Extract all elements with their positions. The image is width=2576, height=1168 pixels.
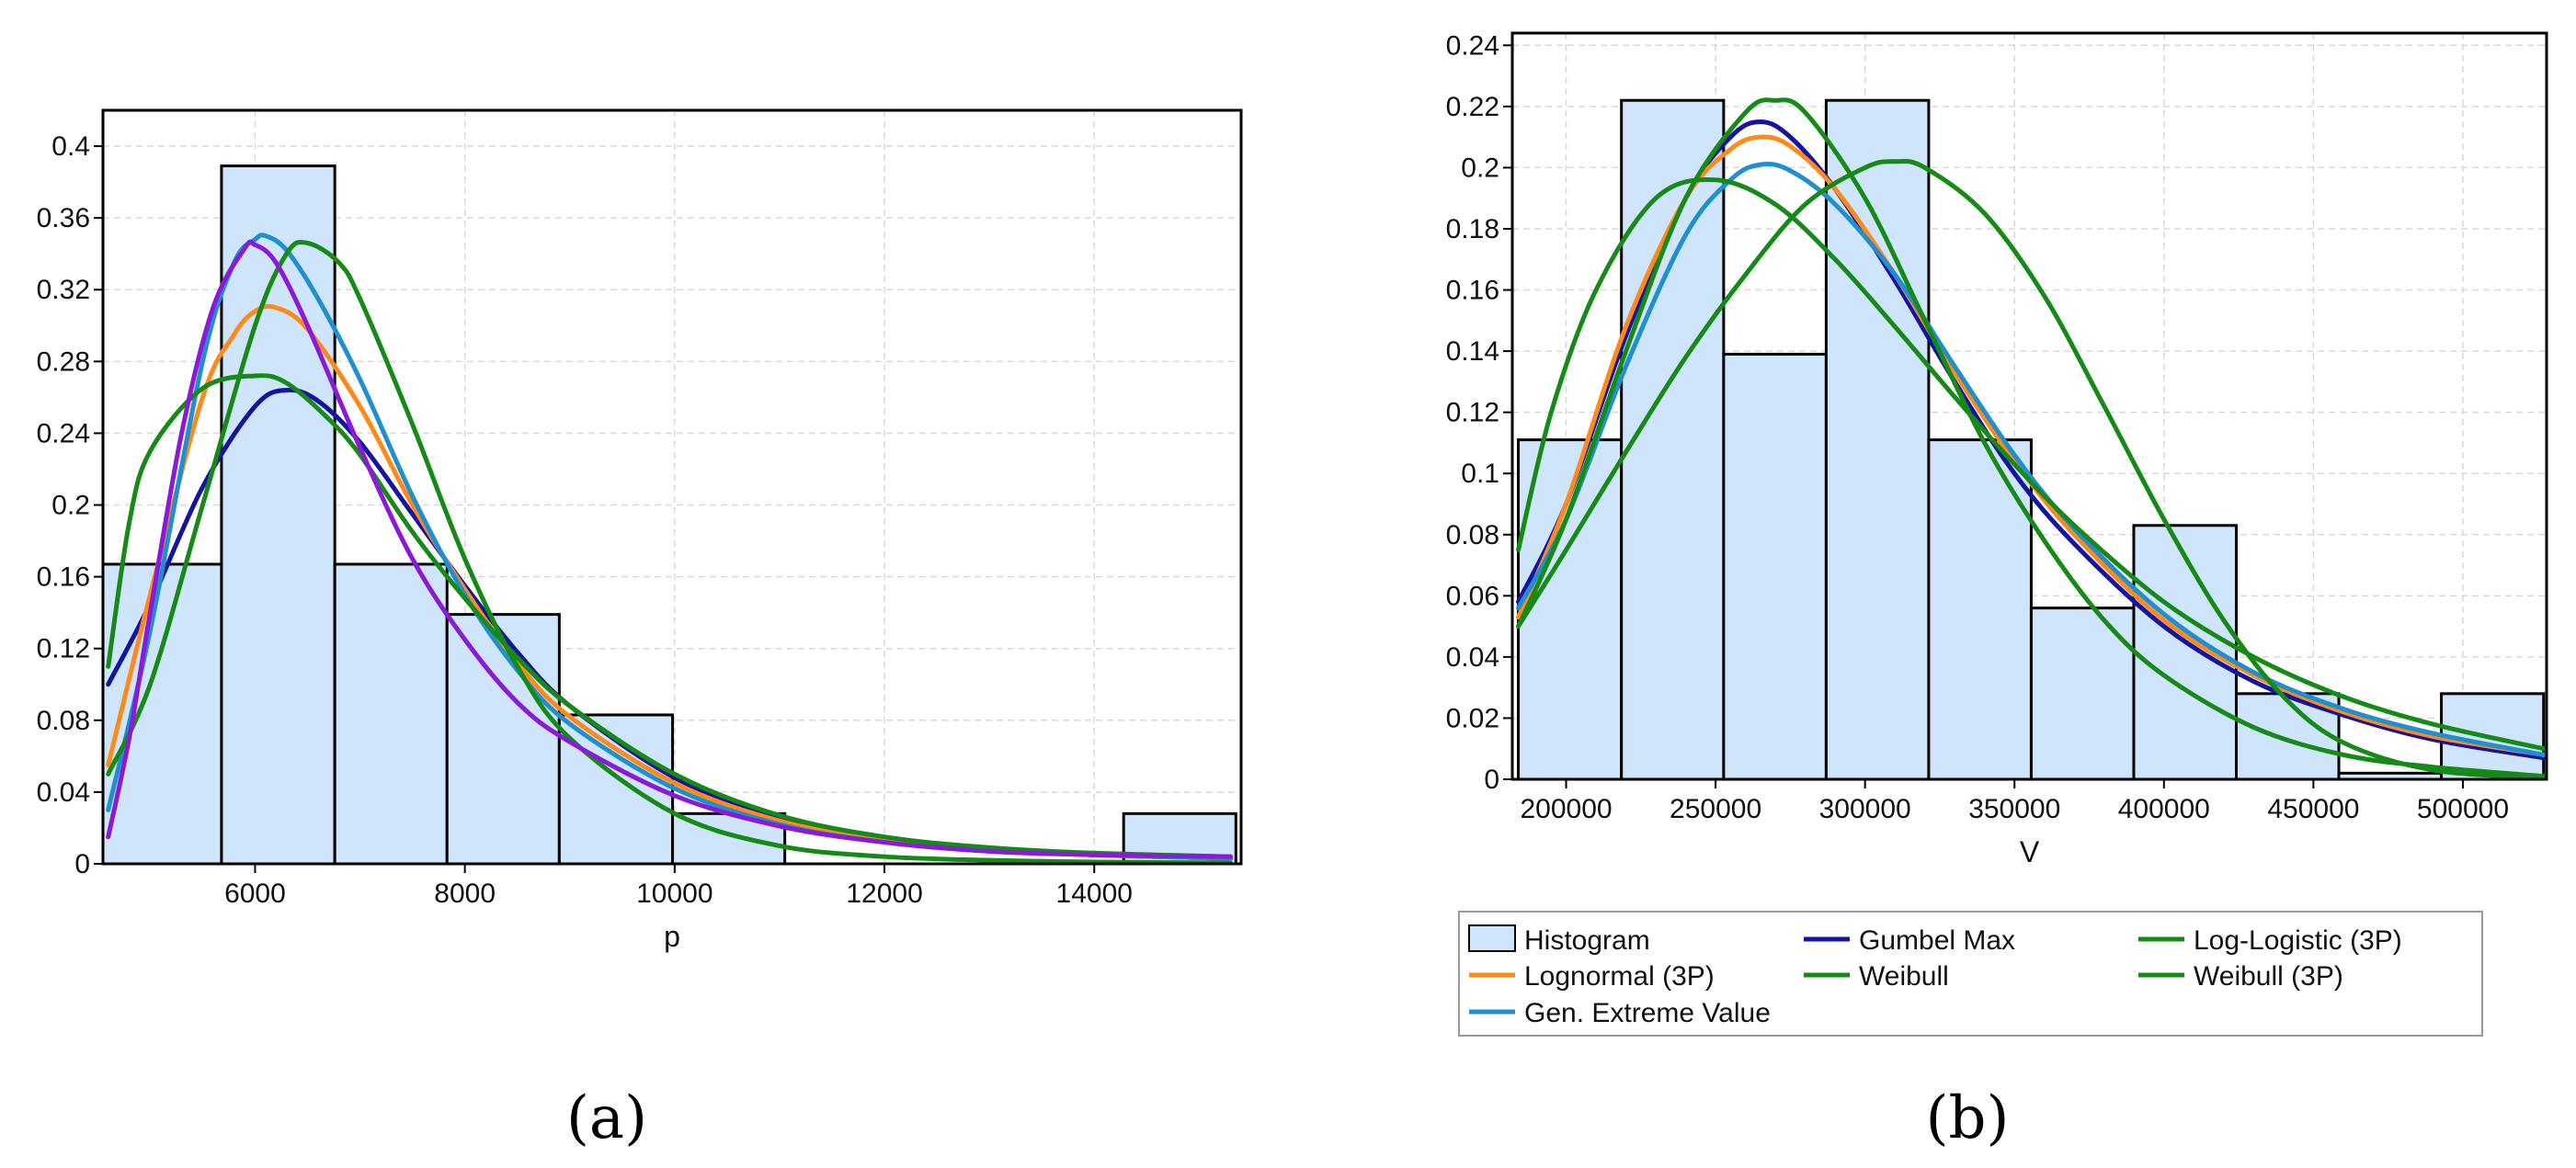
legend-label: Log-Logistic (3P) bbox=[2194, 925, 2402, 956]
x-tick-label: 14000 bbox=[1056, 879, 1133, 909]
y-tick-label: 0.14 bbox=[1446, 336, 1499, 367]
y-tick-label: 0.1 bbox=[1461, 459, 1499, 489]
panel-label-b: (b) bbox=[1926, 1084, 2010, 1152]
histogram-bar bbox=[1620, 98, 1726, 781]
x-tick-label: 400000 bbox=[2118, 794, 2210, 824]
y-tick-label: 0.16 bbox=[37, 562, 90, 593]
series-line-weibull bbox=[106, 240, 1234, 866]
histogram-bar bbox=[333, 562, 449, 866]
y-tick-label: 0.2 bbox=[1461, 153, 1499, 183]
series-line-weibull-3p bbox=[1516, 158, 2547, 780]
y-tick-label: 0.04 bbox=[37, 777, 90, 808]
x-tick-label: 6000 bbox=[224, 879, 286, 909]
legend-label: Weibull (3P) bbox=[2194, 961, 2343, 992]
legend-label: Histogram bbox=[1524, 925, 1650, 956]
y-tick-label: 0 bbox=[74, 849, 90, 879]
x-tick-label: 12000 bbox=[846, 879, 922, 909]
y-tick-label: 0.08 bbox=[37, 706, 90, 736]
y-tick-label: 0.24 bbox=[1446, 30, 1499, 61]
y-tick-label: 0.16 bbox=[1446, 276, 1499, 306]
y-tick-label: 0.06 bbox=[1446, 581, 1499, 611]
series-line-gen-extreme-value bbox=[1516, 161, 2547, 757]
chart-panel-b: 0 0.02 0.04 0.06 0.08 0.1 0.12 0.14 0.16 0.18 0.2 0… bbox=[1446, 30, 2548, 868]
plot-frame bbox=[101, 108, 1243, 866]
y-tick-label: 0.12 bbox=[1446, 398, 1499, 428]
series-line-log-logistic-3p bbox=[106, 373, 1234, 859]
chart-panel-a: 0 0.04 0.08 0.12 0.16 0.2 0.24 0.28 0.32 0.36 0.4 6… bbox=[37, 108, 1243, 953]
x-tick-label: 500000 bbox=[2417, 794, 2509, 824]
series-line-log-logistic-3p bbox=[1516, 176, 2547, 752]
x-tick-label: 8000 bbox=[434, 879, 496, 909]
y-tick-label: 0.36 bbox=[37, 203, 90, 233]
y-tick-label: 0.28 bbox=[37, 346, 90, 377]
series-line-weibull-3p bbox=[106, 239, 1234, 859]
histogram-bar bbox=[1722, 352, 1828, 781]
y-tick-label: 0 bbox=[1484, 765, 1499, 795]
x-tick-label: 350000 bbox=[1968, 794, 2060, 824]
histogram-bar bbox=[1927, 438, 2033, 781]
y-tick-label: 0.12 bbox=[37, 634, 90, 664]
x-tick-label: 300000 bbox=[1819, 794, 1911, 824]
legend-label: Gen. Extreme Value bbox=[1524, 998, 1771, 1028]
histogram-bar bbox=[1824, 98, 1931, 781]
x-axis-label: p bbox=[664, 920, 680, 953]
series-line-weibull bbox=[1516, 97, 2547, 779]
legend-label: Gumbel Max bbox=[1859, 925, 2015, 956]
y-tick-label: 0.04 bbox=[1446, 642, 1499, 673]
y-tick-label: 0.24 bbox=[37, 418, 90, 448]
series-line-gumbel-max bbox=[1516, 119, 2547, 761]
y-tick-label: 0.08 bbox=[1446, 520, 1499, 550]
y-tick-label: 0.02 bbox=[1446, 703, 1499, 733]
x-tick-label: 250000 bbox=[1670, 794, 1761, 824]
legend: Histogram Gumbel Max Log-Logistic (3P) Logn… bbox=[1458, 911, 2483, 1037]
legend-label: Lognormal (3P) bbox=[1524, 961, 1715, 992]
x-tick-label: 450000 bbox=[2267, 794, 2359, 824]
x-tick-label: 200000 bbox=[1520, 794, 1612, 824]
y-tick-label: 0.22 bbox=[1446, 92, 1499, 122]
legend-frame bbox=[1458, 911, 2483, 1037]
y-tick-label: 0.32 bbox=[37, 275, 90, 305]
legend-label: Weibull bbox=[1859, 961, 1949, 992]
y-tick-label: 0.2 bbox=[51, 491, 90, 521]
histogram-bar bbox=[220, 164, 336, 866]
y-tick-label: 0.4 bbox=[51, 131, 90, 162]
legend-swatch-histogram bbox=[1468, 924, 1516, 952]
x-tick-label: 10000 bbox=[636, 879, 712, 909]
x-axis-label: V bbox=[2020, 835, 2040, 868]
plot-frame bbox=[1510, 31, 2548, 781]
y-tick-label: 0.18 bbox=[1446, 214, 1499, 244]
panel-label-a: (a) bbox=[566, 1084, 647, 1152]
